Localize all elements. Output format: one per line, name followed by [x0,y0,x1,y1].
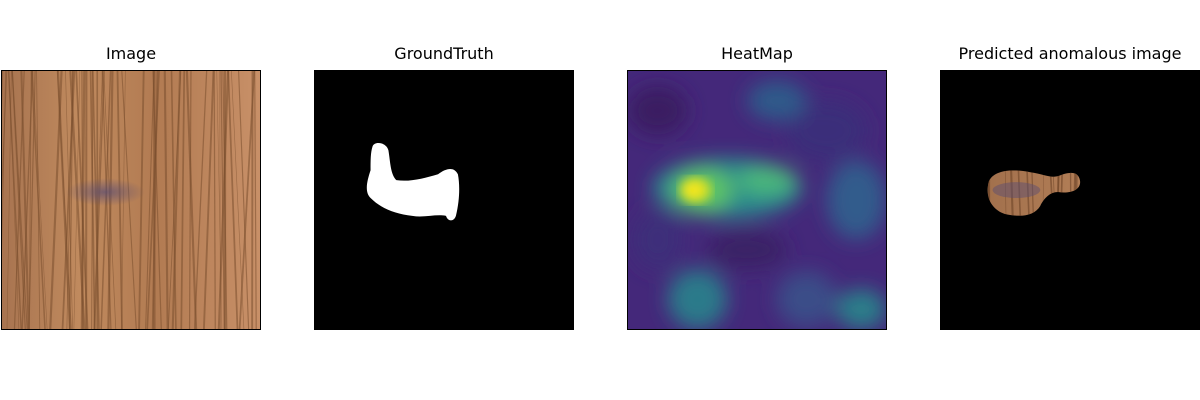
groundtruth-panel [314,70,574,330]
wood-grain-line [28,71,32,329]
wood-grain-line [163,71,169,329]
wood-grain-line [1022,170,1035,216]
wood-grain-line [213,71,216,329]
wood-grain-line [56,71,72,329]
wood-grain-line [217,71,230,329]
groundtruth-mask [315,71,573,329]
wood-grain-line [151,71,159,329]
wood-grain-line [1003,170,1009,216]
wood-grain-line [145,71,155,329]
wood-grain-line [36,71,41,329]
wood-grain-line [202,71,215,329]
wood-grain-line [1013,170,1026,216]
wood-grain-line [238,71,250,329]
wood-grain-line [20,71,30,329]
predicted-anomaly [941,71,1199,329]
wood-grain-line [219,71,221,329]
wood-grain-line [146,71,160,329]
wood-grain-line [7,71,22,329]
panel-title-heatmap: HeatMap [721,44,793,63]
input-image-panel [1,70,261,330]
mask-region [366,142,460,221]
wood-grain-line [254,71,257,329]
wood-grain-line [180,71,186,329]
wood-grain-line [193,71,208,329]
wood-grain-line [1040,170,1046,216]
wood-grain-line [1028,170,1038,216]
wood-grain-line [2,71,7,251]
wood-grain-line [65,71,73,329]
wood-grain-line [1006,170,1018,216]
panel-title-predicted: Predicted anomalous image [958,44,1182,63]
wood-grain-line [238,71,256,329]
heatmap [628,71,886,329]
wood-grain-line [171,71,182,329]
wood-grain-line [138,71,145,329]
wood-grain-line [188,71,192,329]
wood-grain-line [185,71,198,329]
wood-grain-line [152,71,162,329]
wood-grain-line [231,71,245,329]
panel-title-image: Image [105,44,157,63]
predicted-panel [940,70,1200,330]
wood-grain-line [170,71,177,329]
panel-title-groundtruth: GroundTruth [394,44,494,63]
wood-grain-line [227,71,239,329]
defect-stain [65,178,145,206]
wood-grain-line [6,71,12,329]
wood-grain-line [2,71,8,196]
wood-grain-line [216,71,223,329]
heatmap-panel [627,70,887,330]
wood-image [2,71,260,329]
